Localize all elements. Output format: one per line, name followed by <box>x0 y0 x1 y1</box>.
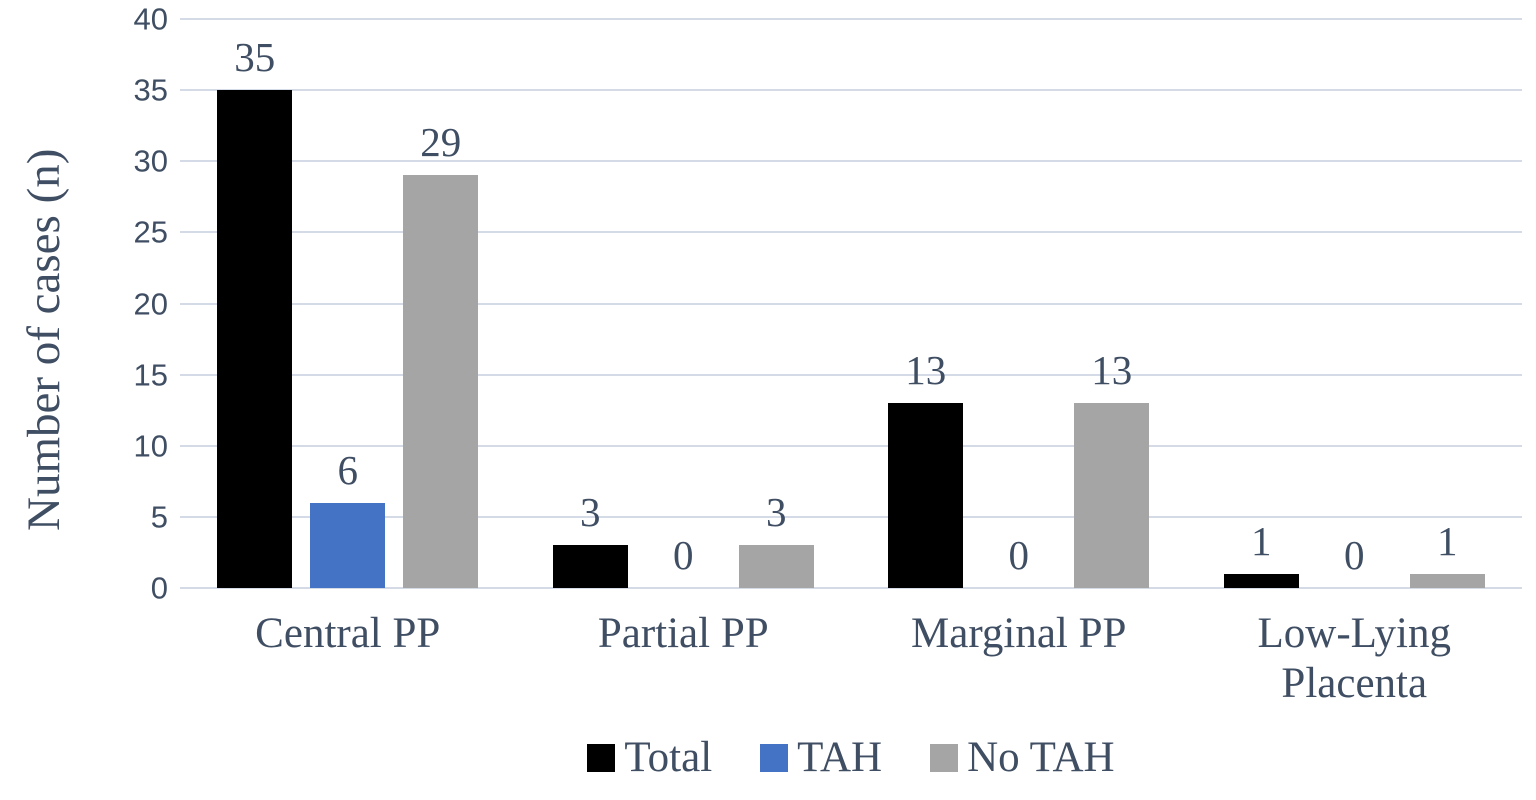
bar-total-central-pp <box>217 90 293 588</box>
legend-label-no-tah: No TAH <box>967 734 1115 781</box>
bar-no-tah-low-lying-placenta <box>1409 573 1485 588</box>
legend-item-no-tah: No TAH <box>930 734 1115 781</box>
bar-cell-total-central-pp: 35 <box>217 19 293 588</box>
x-category-label-partial-pp: Partial PP <box>597 610 769 657</box>
bar-cell-no-tah-low-lying-placenta: 1 <box>1409 19 1485 588</box>
bar-total-low-lying-placenta <box>1223 573 1299 588</box>
bar-cell-total-partial-pp: 3 <box>552 19 628 588</box>
gridline <box>180 89 1522 92</box>
bar-value-label: 3 <box>580 489 601 536</box>
legend-swatch-no-tah <box>930 743 959 772</box>
gridline <box>180 373 1522 376</box>
legend-swatch-tah <box>760 743 789 772</box>
legend-label-total: Total <box>624 734 713 781</box>
legend-label-tah: TAH <box>797 734 883 781</box>
x-category-label-marginal-pp: Marginal PP <box>911 610 1127 657</box>
bar-total-marginal-pp <box>888 403 964 588</box>
y-tick-label: 40 <box>133 1 168 37</box>
bar-total-partial-pp <box>552 545 628 588</box>
y-tick-label: 20 <box>133 286 168 321</box>
bar-value-label: 13 <box>905 347 947 394</box>
bar-value-label: 13 <box>1091 347 1133 394</box>
y-tick-label: 0 <box>150 570 168 606</box>
bar-cell-total-low-lying-placenta: 1 <box>1223 19 1299 588</box>
bar-cell-no-tah-partial-pp: 3 <box>738 19 814 588</box>
bar-value-label: 6 <box>337 446 359 493</box>
gridline <box>180 18 1522 20</box>
x-category-label-central-pp: Central PP <box>255 610 441 657</box>
bar-group-partial-pp: 3 0 3 <box>516 19 852 588</box>
bar-group-central-pp: 35 6 29 <box>180 19 516 588</box>
bar-cell-total-marginal-pp: 13 <box>888 19 964 588</box>
bar-value-label: 29 <box>420 119 462 166</box>
bar-value-label: 0 <box>1008 532 1030 578</box>
y-tick-label: 30 <box>133 143 168 179</box>
bar-value-label: 0 <box>1344 532 1365 578</box>
gridline <box>180 231 1522 234</box>
bar-cell-no-tah-central-pp: 29 <box>403 19 479 588</box>
bar-value-label: 3 <box>766 489 787 536</box>
bar-no-tah-central-pp <box>403 175 479 588</box>
bar-value-label: 1 <box>1437 517 1458 564</box>
bar-cell-tah-central-pp: 6 <box>310 19 386 588</box>
bar-group-marginal-pp: 13 0 13 <box>851 19 1187 588</box>
bar-cell-tah-partial-pp: 0 <box>646 19 721 588</box>
y-tick-label: 10 <box>133 428 168 464</box>
bar-cell-tah-marginal-pp: 0 <box>981 19 1056 588</box>
gridline <box>180 444 1522 447</box>
gridline <box>180 302 1522 305</box>
bar-value-label: 35 <box>234 34 276 81</box>
legend: Total TAH No TAH <box>180 736 1522 779</box>
legend-swatch-total <box>587 743 616 772</box>
y-tick-label: 25 <box>133 214 168 250</box>
gridline <box>180 160 1522 163</box>
y-tick-label: 35 <box>133 72 168 108</box>
bar-groups: 35 6 29 3 0 3 13 0 13 1 0 1 <box>180 19 1522 588</box>
gridline <box>180 587 1522 589</box>
x-axis-labels: Central PP Partial PP Marginal PP Low-Lying… <box>180 588 1522 709</box>
y-tick-label: 5 <box>150 499 168 535</box>
bar-value-label: 1 <box>1251 517 1272 564</box>
bar-no-tah-partial-pp <box>738 545 814 588</box>
bar-cell-no-tah-marginal-pp: 13 <box>1074 19 1150 588</box>
bar-tah-central-pp <box>310 502 386 588</box>
bar-value-label: 0 <box>673 532 694 578</box>
legend-item-total: Total <box>587 736 712 779</box>
plot-area: 35 6 29 3 0 3 13 0 13 1 0 1 <box>180 18 1522 589</box>
y-axis-ticks: 40 35 30 25 20 15 10 5 0 <box>0 0 168 800</box>
bar-no-tah-marginal-pp <box>1074 403 1150 588</box>
bar-group-low-lying-placenta: 1 0 1 <box>1187 19 1523 588</box>
x-category-label-low-lying-placenta: Low-Lying Placenta <box>1257 610 1451 707</box>
y-tick-label: 15 <box>133 357 168 393</box>
gridline <box>180 515 1522 518</box>
bar-cell-tah-low-lying-placenta: 0 <box>1317 19 1392 588</box>
legend-item-tah: TAH <box>760 736 882 779</box>
